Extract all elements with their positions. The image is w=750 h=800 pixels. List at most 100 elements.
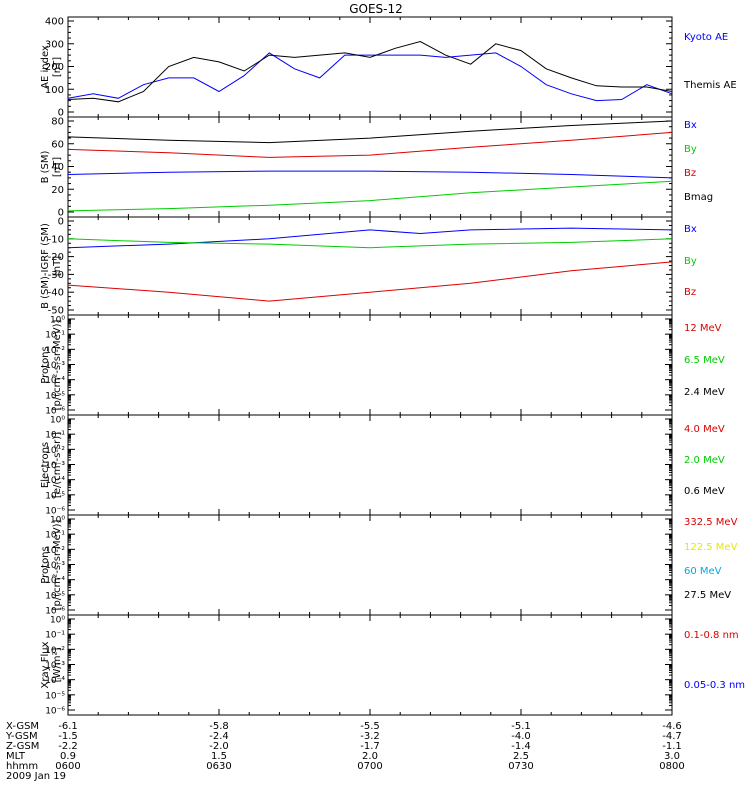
- legend-entry: 122.5 MeV: [684, 542, 738, 553]
- series-line: [67, 238, 673, 249]
- panel-frame: [67, 16, 673, 118]
- y-tick-label: 10⁻³: [45, 361, 65, 371]
- y-tick-label: 10⁻¹: [45, 531, 65, 541]
- x-axis-row-label: X-GSM: [6, 721, 39, 732]
- x-axis-row-label: Y-GSM: [5, 731, 38, 742]
- x-axis-value: 2.0: [362, 751, 378, 762]
- y-tick-label: -30: [48, 270, 64, 281]
- panel-frame: [67, 314, 673, 416]
- legend-entry: 12 MeV: [684, 323, 722, 334]
- legend-entry: 2.4 MeV: [684, 387, 725, 398]
- y-tick-label: 10⁻⁶: [45, 407, 65, 417]
- y-tick-label: -10: [48, 234, 64, 245]
- x-axis-value: -5.5: [360, 721, 380, 732]
- y-axis-label: [p/(cm²-s-sr-MeV)]: [52, 319, 63, 410]
- y-tick-label: 10⁻²: [45, 646, 65, 656]
- legend-entry: 6.5 MeV: [684, 355, 725, 366]
- x-axis-value: 0630: [206, 761, 231, 772]
- legend-entry: 2.0 MeV: [684, 455, 725, 466]
- panel-electrons: Electrons [e/(cm²-s-sr)] 10⁻⁶ 10⁻⁵ 10⁻⁴ 10⁻³ 1…: [40, 414, 725, 517]
- panel-frame: [67, 614, 673, 716]
- y-axis-label: Xray Flux: [40, 641, 51, 688]
- series-line: [67, 40, 673, 103]
- plot-title: GOES-12: [349, 2, 403, 16]
- y-tick-label: 10⁰: [50, 616, 65, 626]
- panel-ae: AE index [nT] 0 100 200 300 400 Kyoto AE Themis …: [40, 16, 737, 119]
- x-axis-value: -5.1: [511, 721, 531, 732]
- legend-entry: 332.5 MeV: [684, 517, 738, 528]
- x-axis-value: 0.9: [60, 751, 76, 762]
- series-line: [67, 131, 673, 158]
- y-tick-label: 10⁻¹: [45, 631, 65, 641]
- x-axis-value: 2.5: [513, 751, 529, 762]
- y-tick-label: 10⁻⁵: [45, 691, 65, 701]
- y-tick-label: 10⁻⁶: [45, 607, 65, 617]
- y-tick-label: 10⁻¹: [45, 431, 65, 441]
- x-axis-value: 1.5: [211, 751, 227, 762]
- y-tick-label: 10⁰: [50, 416, 65, 426]
- x-axis-value: -1.7: [360, 741, 380, 752]
- y-tick-label: 200: [45, 62, 64, 73]
- legend-entry: Bz: [684, 287, 696, 298]
- y-tick-label: 10⁰: [50, 516, 65, 526]
- y-axis-label: B (SM): [40, 150, 51, 183]
- y-tick-label: 0: [58, 108, 64, 119]
- x-axis-value: 0800: [659, 761, 684, 772]
- x-axis-value: -3.2: [360, 731, 380, 742]
- legend-entry: 0.6 MeV: [684, 486, 725, 497]
- y-tick-label: 80: [51, 117, 64, 128]
- series-line: [67, 170, 673, 179]
- panel-protons_hepad: Protons [p/(cm²-s-sr-MeV)]10⁻⁶ 10⁻⁵ 10⁻⁴ 10⁻…: [40, 314, 725, 417]
- y-axis-label: [W/m²]: [52, 647, 63, 682]
- panel-frame: [67, 116, 673, 218]
- x-axis-value: 3.0: [664, 751, 680, 762]
- y-tick-label: 60: [51, 139, 64, 150]
- legend-entry: 0.1-0.8 nm: [684, 630, 739, 641]
- series-line: [67, 261, 673, 302]
- panel-protons: Protons [p/(cm²-s-sr-MeV)]10⁻⁶ 10⁻⁵ 10⁻⁴ 10⁻…: [40, 514, 738, 617]
- x-axis-value: -4.7: [662, 731, 682, 742]
- y-axis-label: [p/(cm²-s-sr-MeV)]: [52, 519, 63, 610]
- panel-frame: [67, 414, 673, 516]
- x-axis-value: -2.0: [209, 741, 229, 752]
- y-tick-label: 10⁻¹: [45, 331, 65, 341]
- y-tick-label: 0: [58, 217, 64, 228]
- legend-entry: Themis AE: [683, 80, 737, 91]
- y-tick-label: 0: [58, 208, 64, 219]
- x-axis-value: -4.6: [662, 721, 682, 732]
- panel-b_sm: B (SM) [nT] 0 20 40 60 80 Bx By Bz Bmag: [40, 116, 713, 219]
- x-axis-value: -1.4: [511, 741, 531, 752]
- x-axis-value: -2.2: [58, 741, 78, 752]
- y-tick-label: 10⁻⁵: [45, 491, 65, 501]
- y-tick-label: 10⁻²: [45, 346, 65, 356]
- panel-b_sm_igrf: B (SM)-IGRF (SM) [nT] -50 -40 -30 -20 -10 0 Bx By…: [40, 216, 697, 317]
- y-axis-label: [e/(cm²-s-sr)]: [52, 432, 63, 498]
- x-axis-value: 0730: [508, 761, 533, 772]
- y-tick-label: 10⁻³: [45, 461, 65, 471]
- y-tick-label: -20: [48, 252, 64, 263]
- legend-entry: By: [684, 256, 697, 267]
- y-axis-label: [nT]: [52, 256, 63, 276]
- x-axis-value: 0600: [55, 761, 80, 772]
- y-tick-label: 10⁻⁴: [45, 376, 65, 386]
- legend-entry: Bx: [684, 224, 697, 235]
- plot-date: 2009 Jan 19: [6, 771, 66, 782]
- panel-frame: [67, 514, 673, 616]
- y-tick-label: 10⁻³: [45, 561, 65, 571]
- y-tick-label: 40: [51, 162, 64, 173]
- y-tick-label: 10⁻⁴: [45, 576, 65, 586]
- y-tick-label: 10⁻⁴: [45, 676, 65, 686]
- x-axis-value: -4.0: [511, 731, 531, 742]
- y-tick-label: 10⁻⁵: [45, 391, 65, 401]
- y-tick-label: 10⁻²: [45, 446, 65, 456]
- x-axis-row-label: Z-GSM: [6, 741, 39, 752]
- series-line: [67, 52, 673, 102]
- legend-entry: 0.05-0.3 nm: [684, 680, 745, 691]
- y-tick-label: 10⁻²: [45, 546, 65, 556]
- x-axis-value: -1.1: [662, 741, 682, 752]
- y-tick-label: 10⁻⁶: [45, 707, 65, 717]
- x-axis-value: 0700: [357, 761, 382, 772]
- x-axis-row-label: MLT: [6, 751, 26, 762]
- legend-entry: By: [684, 144, 697, 155]
